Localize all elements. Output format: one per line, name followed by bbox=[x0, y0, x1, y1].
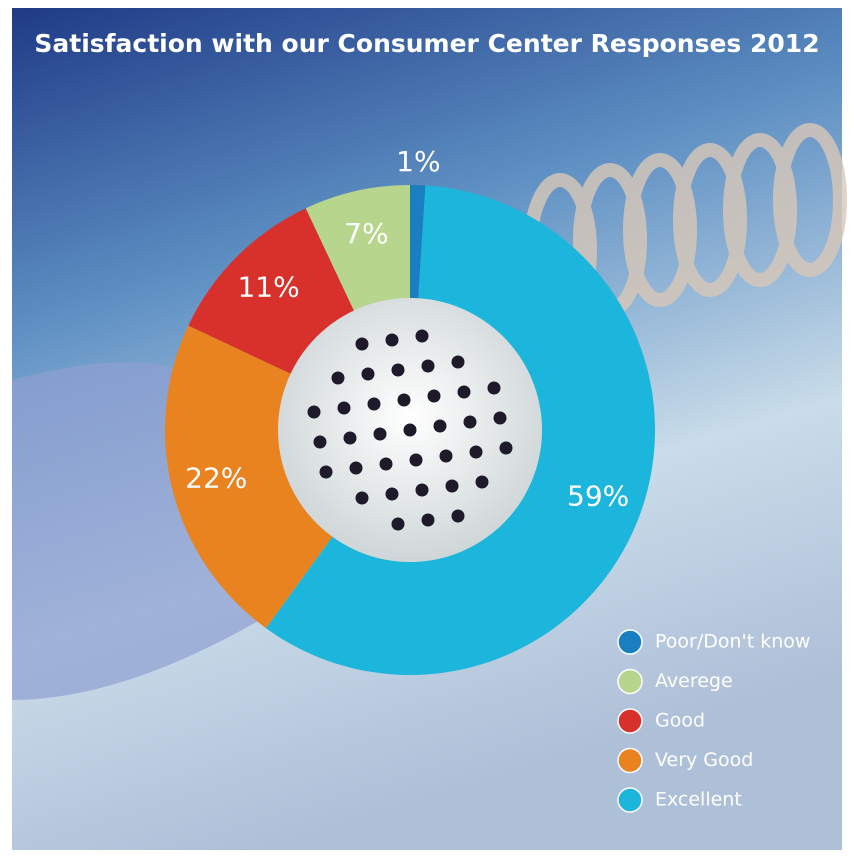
speaker-holes bbox=[307, 329, 513, 531]
data-label: 59% bbox=[567, 480, 629, 513]
donut-slice bbox=[164, 325, 337, 629]
legend-label: Poor/Don't know bbox=[655, 631, 810, 653]
legend-swatch bbox=[617, 629, 643, 655]
legend-label: Very Good bbox=[655, 749, 753, 771]
legend-label: Good bbox=[655, 710, 705, 732]
donut-slice bbox=[410, 185, 426, 306]
donut-slice bbox=[305, 185, 410, 317]
donut-slice bbox=[188, 208, 357, 377]
data-label: 7% bbox=[344, 217, 388, 250]
data-label: 1% bbox=[396, 145, 440, 178]
legend-swatch bbox=[617, 747, 643, 774]
legend-label: Averege bbox=[655, 670, 733, 692]
legend-swatch bbox=[617, 708, 643, 734]
data-label: 22% bbox=[185, 462, 247, 495]
chart-title: Satisfaction with our Consumer Center Re… bbox=[34, 29, 819, 58]
phone-cord bbox=[523, 123, 847, 327]
legend-label: Excellent bbox=[655, 789, 742, 811]
legend-swatch bbox=[617, 668, 643, 695]
legend-swatch bbox=[617, 787, 643, 813]
data-label: 11% bbox=[237, 271, 299, 304]
